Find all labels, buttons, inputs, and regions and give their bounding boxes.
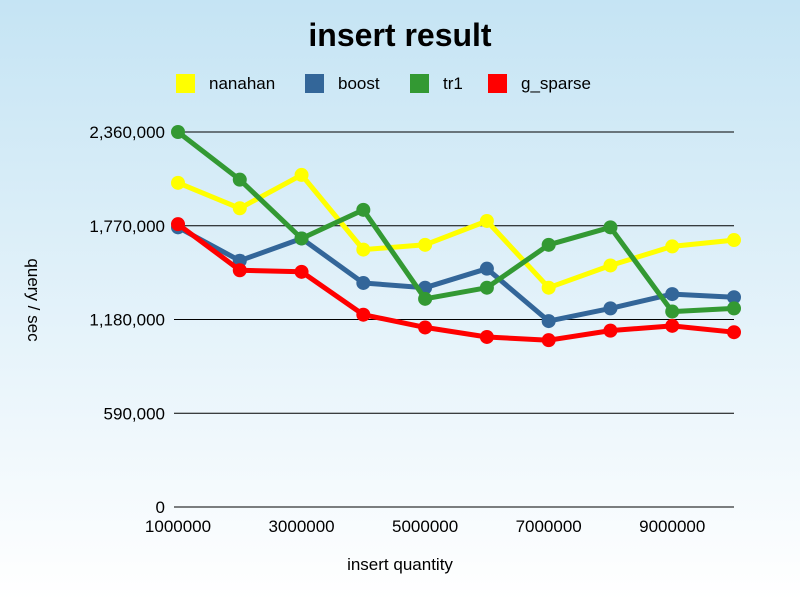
data-point-boost — [356, 275, 371, 290]
chart-title: insert result — [308, 17, 492, 53]
data-point-g-sparse — [665, 318, 680, 333]
data-point-g-sparse — [294, 264, 309, 279]
x-tick-label: 3000000 — [268, 517, 334, 536]
y-axis-ticks: 0 590,000 1,180,000 1,770,000 2,360,000 — [89, 123, 165, 517]
data-point-g-sparse — [603, 323, 618, 338]
data-point-nanahan — [232, 201, 247, 216]
data-point-tr1 — [727, 301, 741, 316]
legend-item-tr1: tr1 — [410, 74, 463, 93]
series-boost — [171, 220, 741, 329]
legend-swatch — [305, 74, 324, 93]
legend-label: nanahan — [209, 74, 275, 93]
legend-label: tr1 — [443, 74, 463, 93]
data-point-boost — [665, 287, 680, 302]
data-point-tr1 — [479, 280, 494, 295]
legend-item-boost: boost — [305, 74, 380, 93]
series-g-sparse — [171, 217, 741, 348]
series-tr1 — [171, 125, 741, 319]
data-point-boost — [603, 301, 618, 316]
legend-swatch — [176, 74, 195, 93]
data-point-nanahan — [479, 213, 494, 228]
series-line-nanahan — [175, 172, 737, 291]
legend-item-nanahan: nanahan — [176, 74, 275, 93]
x-tick-label: 5000000 — [392, 517, 458, 536]
y-tick-label: 1,770,000 — [89, 217, 165, 236]
legend: nanahan boost tr1 g_sparse — [176, 74, 591, 93]
legend-swatch — [410, 74, 429, 93]
data-point-boost — [541, 314, 556, 329]
y-axis-label: query / sec — [24, 258, 43, 342]
x-tick-label: 1000000 — [145, 517, 211, 536]
y-tick-label: 590,000 — [104, 404, 165, 423]
series-nanahan — [171, 167, 741, 295]
data-point-nanahan — [171, 175, 185, 190]
y-tick-label: 0 — [156, 498, 165, 517]
data-point-tr1 — [603, 220, 618, 235]
data-point-g-sparse — [541, 333, 556, 348]
data-point-nanahan — [418, 237, 433, 252]
data-point-g-sparse — [727, 325, 741, 340]
y-tick-label: 1,180,000 — [89, 311, 165, 330]
data-point-tr1 — [418, 291, 433, 306]
series-group — [171, 125, 741, 348]
data-point-nanahan — [665, 239, 680, 254]
data-point-g-sparse — [418, 320, 433, 335]
x-axis-label: insert quantity — [347, 555, 453, 574]
data-point-tr1 — [232, 172, 247, 187]
y-tick-label: 2,360,000 — [89, 123, 165, 142]
legend-label: g_sparse — [521, 74, 591, 93]
series-line-tr1 — [175, 129, 737, 315]
series-line-boost — [175, 224, 737, 324]
data-point-tr1 — [171, 125, 185, 139]
data-point-boost — [727, 290, 741, 305]
data-point-nanahan — [541, 280, 556, 295]
data-point-tr1 — [541, 237, 556, 252]
data-point-nanahan — [603, 258, 618, 273]
data-point-g-sparse — [171, 217, 185, 232]
data-point-tr1 — [665, 304, 680, 319]
legend-label: boost — [338, 74, 380, 93]
x-tick-label: 7000000 — [516, 517, 582, 536]
data-point-nanahan — [294, 167, 309, 182]
x-axis-ticks: 1000000 3000000 5000000 7000000 9000000 — [145, 517, 705, 536]
data-point-tr1 — [294, 231, 309, 246]
data-point-g-sparse — [356, 307, 371, 322]
gridlines — [174, 131, 734, 508]
data-point-tr1 — [356, 202, 371, 217]
data-point-nanahan — [727, 233, 741, 248]
legend-swatch — [488, 74, 507, 93]
series-line-g-sparse — [175, 221, 737, 343]
legend-item-g-sparse: g_sparse — [488, 74, 591, 93]
data-point-g-sparse — [232, 263, 247, 278]
data-point-boost — [479, 261, 494, 276]
data-point-nanahan — [356, 242, 371, 257]
data-point-g-sparse — [479, 329, 494, 344]
x-tick-label: 9000000 — [639, 517, 705, 536]
